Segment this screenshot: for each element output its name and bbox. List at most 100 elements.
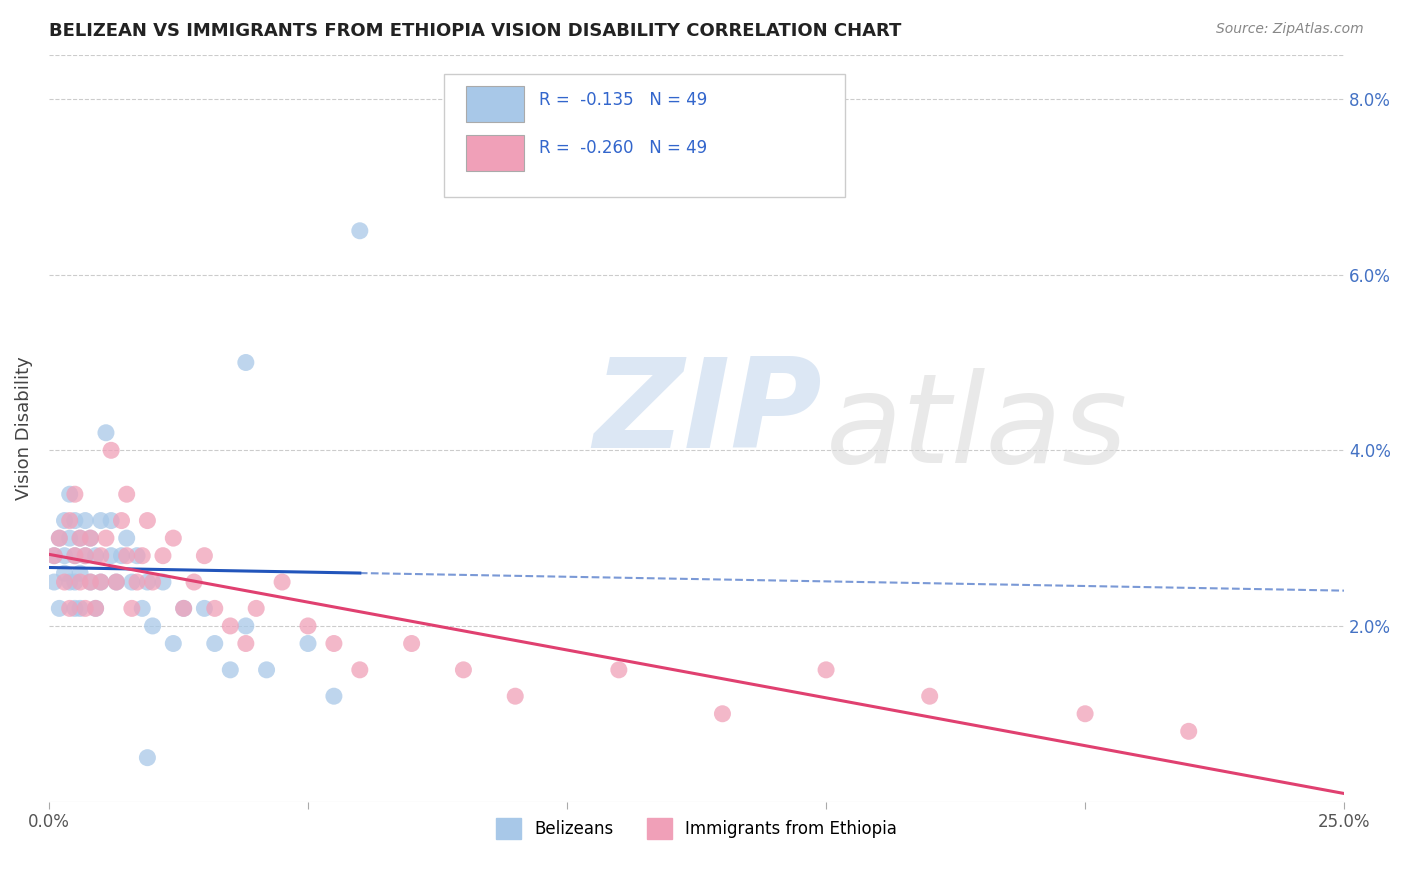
Point: [69, 575, 91, 590]
Point: [1177, 724, 1199, 739]
Point: [90, 575, 112, 590]
FancyBboxPatch shape: [465, 135, 524, 171]
Point: [256, 663, 278, 677]
Point: [63, 549, 86, 563]
Point: [349, 224, 371, 238]
Point: [48, 531, 70, 545]
Point: [349, 663, 371, 677]
Point: [711, 706, 734, 721]
Point: [90, 514, 112, 528]
Point: [235, 355, 257, 369]
Point: [100, 514, 122, 528]
Point: [503, 689, 526, 703]
Point: [125, 549, 148, 563]
Point: [136, 514, 159, 528]
Point: [193, 601, 215, 615]
Point: [48, 601, 70, 615]
Point: [90, 575, 112, 590]
Point: [53, 566, 76, 581]
Point: [110, 514, 132, 528]
Point: [79, 575, 101, 590]
Point: [94, 425, 117, 440]
Point: [105, 575, 128, 590]
Point: [173, 601, 195, 615]
Legend: Belizeans, Immigrants from Ethiopia: Belizeans, Immigrants from Ethiopia: [489, 812, 904, 846]
Point: [59, 514, 82, 528]
Point: [79, 531, 101, 545]
Point: [183, 575, 205, 590]
Point: [53, 575, 76, 590]
Point: [322, 689, 344, 703]
Point: [69, 566, 91, 581]
Point: [918, 689, 941, 703]
Point: [297, 636, 319, 650]
Point: [59, 531, 82, 545]
Point: [100, 549, 122, 563]
Point: [75, 549, 97, 563]
Point: [245, 601, 267, 615]
Point: [297, 619, 319, 633]
Text: atlas: atlas: [827, 368, 1128, 489]
Point: [84, 549, 107, 563]
Point: [271, 575, 294, 590]
Point: [142, 575, 165, 590]
Point: [162, 636, 184, 650]
Point: [235, 619, 257, 633]
Point: [110, 549, 132, 563]
Point: [79, 575, 101, 590]
Point: [219, 619, 242, 633]
Point: [235, 636, 257, 650]
Point: [162, 531, 184, 545]
Point: [44, 549, 66, 563]
Point: [75, 601, 97, 615]
Point: [63, 487, 86, 501]
Point: [115, 549, 138, 563]
Text: R =  -0.135   N = 49: R = -0.135 N = 49: [538, 91, 707, 109]
Point: [48, 531, 70, 545]
Point: [152, 575, 174, 590]
Point: [63, 575, 86, 590]
Point: [152, 549, 174, 563]
Point: [75, 514, 97, 528]
Point: [131, 601, 153, 615]
Point: [173, 601, 195, 615]
Point: [219, 663, 242, 677]
Point: [69, 531, 91, 545]
Point: [59, 487, 82, 501]
Point: [815, 663, 838, 677]
Point: [121, 601, 143, 615]
Point: [125, 575, 148, 590]
FancyBboxPatch shape: [465, 87, 524, 122]
Point: [59, 575, 82, 590]
Point: [63, 514, 86, 528]
Point: [136, 750, 159, 764]
Point: [121, 575, 143, 590]
Point: [100, 443, 122, 458]
Point: [142, 619, 165, 633]
Point: [90, 549, 112, 563]
Point: [115, 487, 138, 501]
Point: [69, 531, 91, 545]
Point: [53, 514, 76, 528]
Point: [193, 549, 215, 563]
Point: [44, 575, 66, 590]
Text: BELIZEAN VS IMMIGRANTS FROM ETHIOPIA VISION DISABILITY CORRELATION CHART: BELIZEAN VS IMMIGRANTS FROM ETHIOPIA VIS…: [49, 22, 901, 40]
Text: R =  -0.260   N = 49: R = -0.260 N = 49: [538, 139, 707, 158]
Point: [94, 531, 117, 545]
Text: ZIP: ZIP: [593, 353, 821, 474]
Point: [63, 601, 86, 615]
Point: [79, 531, 101, 545]
FancyBboxPatch shape: [444, 74, 845, 197]
Point: [69, 601, 91, 615]
Point: [1074, 706, 1097, 721]
Point: [44, 549, 66, 563]
Point: [453, 663, 475, 677]
Point: [63, 549, 86, 563]
Point: [84, 601, 107, 615]
Point: [204, 601, 226, 615]
Point: [131, 549, 153, 563]
Point: [115, 531, 138, 545]
Y-axis label: Vision Disability: Vision Disability: [15, 357, 32, 500]
Point: [75, 549, 97, 563]
Point: [322, 636, 344, 650]
